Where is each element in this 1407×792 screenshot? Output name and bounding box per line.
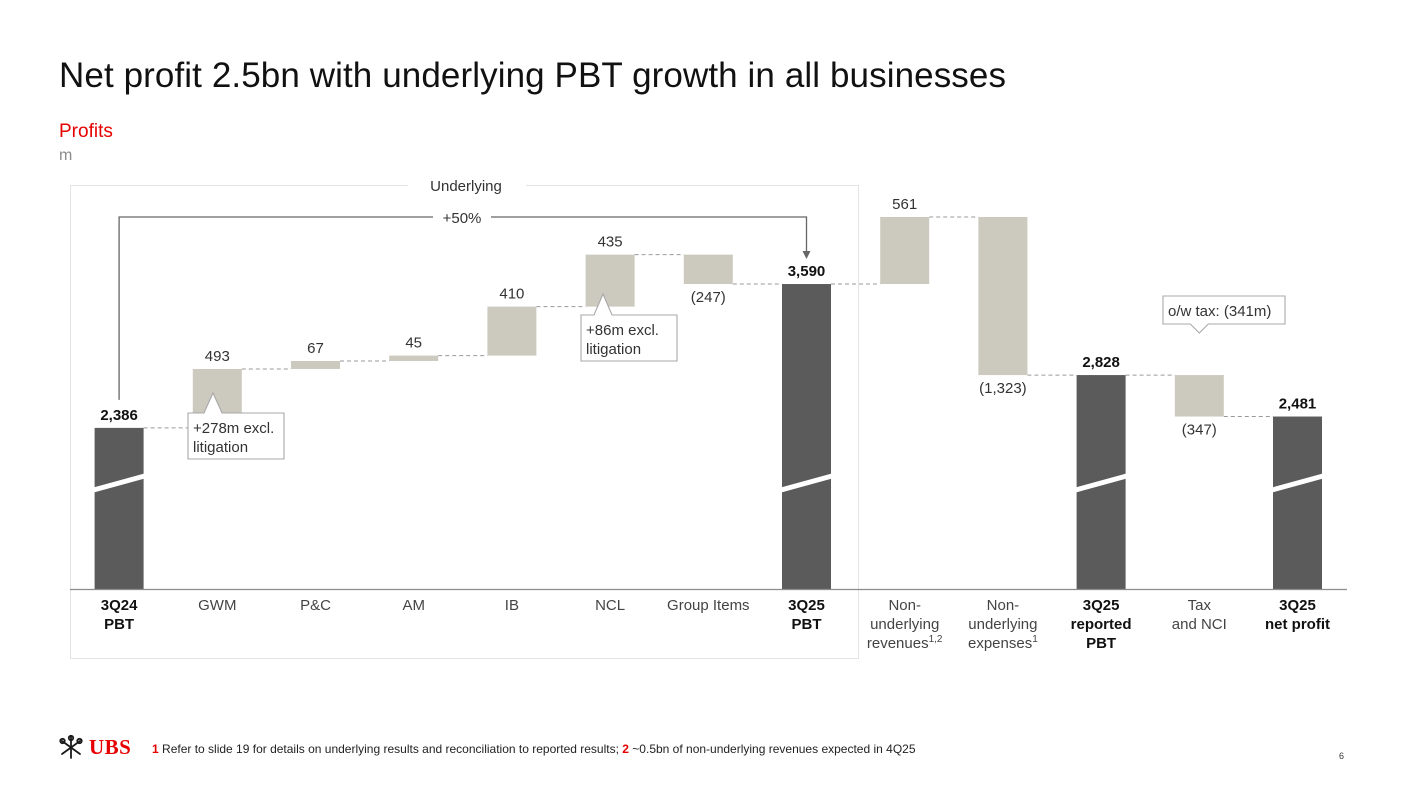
- value-label-3q24-pbt: 2,386: [100, 407, 138, 424]
- value-label-ib: 410: [499, 286, 524, 303]
- growth-arrowhead: [802, 251, 811, 260]
- bar-pc: [291, 360, 340, 369]
- value-label-3q25-reported: 2,828: [1082, 354, 1120, 371]
- bar-3q25-net: [1273, 416, 1322, 589]
- tax-callout: o/w tax: (341m): [1162, 295, 1286, 334]
- callout-box: [580, 292, 678, 362]
- category-label-group-items: Group Items: [667, 597, 750, 614]
- chart-unit: m: [59, 147, 73, 164]
- bar-tax-nci: [1174, 375, 1224, 417]
- value-label-gwm: 493: [205, 348, 230, 365]
- callout-text: +278m excl. litigation: [193, 420, 274, 456]
- bar-3q25-pbt: [782, 284, 831, 589]
- bar-non-und-exp: [978, 217, 1028, 376]
- category-label-gwm: GWM: [198, 597, 236, 614]
- underlying-label: Underlying: [430, 178, 502, 195]
- bar-am: [389, 355, 439, 361]
- keys-icon: [59, 734, 83, 759]
- category-label-ib: IB: [505, 597, 519, 614]
- callout-box: [1162, 295, 1286, 334]
- bar-3q24-pbt: [94, 427, 144, 589]
- category-label-non-und-rev: Non-underlying revenues1,2: [867, 597, 943, 652]
- value-label-pc: 67: [307, 340, 324, 357]
- category-label-pc: P&C: [300, 597, 331, 614]
- axis-break-mark: [92, 473, 146, 493]
- growth-label: +50%: [443, 210, 482, 227]
- underlying-label-bg: [408, 176, 526, 196]
- category-label-non-und-exp: Non-underlying expenses1: [968, 597, 1038, 652]
- category-label-3q25-net: 3Q25 net profit: [1265, 597, 1330, 633]
- waterfall-chart: Underlying 2,386 493 67 45 410 435 (247) 3,590 56…: [70, 176, 1347, 659]
- value-label-ncl: 435: [598, 234, 623, 251]
- value-label-non-und-rev: 561: [892, 196, 917, 213]
- callout-text: o/w tax: (341m): [1168, 303, 1271, 320]
- category-label-am: AM: [402, 597, 425, 614]
- category-label-ncl: NCL: [595, 597, 625, 614]
- category-label-3q24-pbt: 3Q24 PBT: [101, 597, 138, 633]
- value-label-3q25-net: 2,481: [1279, 396, 1317, 413]
- footnote-2-text: ~0.5bn of non-underlying revenues expect…: [628, 742, 916, 756]
- bar-group-items: [683, 254, 733, 285]
- growth-label-bg: [433, 207, 491, 227]
- ubs-logo: UBS: [59, 734, 131, 760]
- footnote-1-text: Refer to slide 19 for details on underly…: [158, 742, 623, 756]
- value-label-am: 45: [405, 335, 422, 352]
- gwm-callout: +278m excl. litigation: [187, 391, 285, 460]
- axis-break-mark: [1074, 473, 1128, 493]
- value-label-tax-nci: (347): [1182, 422, 1217, 439]
- bar-non-und-rev: [880, 217, 930, 285]
- bar-ncl: [585, 254, 635, 307]
- callout-text: +86m excl. litigation: [586, 322, 659, 358]
- ncl-callout: +86m excl. litigation: [580, 292, 678, 362]
- chart-subtitle: Profits: [59, 121, 113, 142]
- axis-break-mark: [780, 473, 833, 493]
- value-label-non-und-exp: (1,323): [979, 380, 1027, 397]
- value-label-3q25-pbt: 3,590: [788, 263, 826, 280]
- axis-break-mark: [1271, 473, 1324, 493]
- category-label-3q25-pbt: 3Q25 PBT: [788, 597, 825, 633]
- footnote-2-number: 2: [622, 742, 629, 756]
- bar-ib: [487, 306, 537, 356]
- category-label-tax-nci: Tax and NCI: [1172, 597, 1227, 633]
- footnote-1-number: 1: [152, 742, 159, 756]
- value-label-group-items: (247): [691, 289, 726, 306]
- page-title: Net profit 2.5bn with underlying PBT gro…: [59, 56, 1007, 95]
- category-label-3q25-reported: 3Q25 reported PBT: [1071, 597, 1132, 652]
- callout-box: [187, 391, 285, 460]
- footnote: 1 Refer to slide 19 for details on under…: [152, 742, 916, 756]
- page-number: 6: [1339, 751, 1345, 761]
- brand-name: UBS: [89, 734, 132, 759]
